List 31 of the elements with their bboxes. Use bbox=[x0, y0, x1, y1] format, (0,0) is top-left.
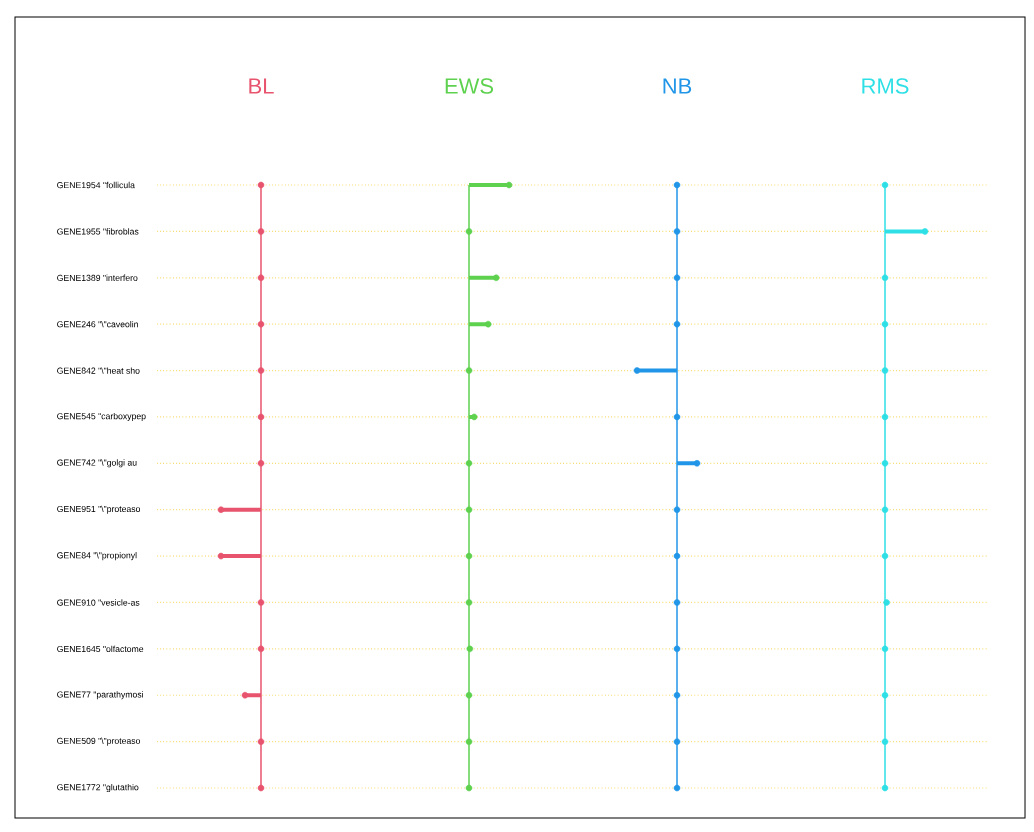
chart-title: BL bbox=[249, 78, 274, 94]
point bbox=[465, 552, 473, 560]
y-tick-label: GENE509 "\"proteaso bbox=[57, 737, 141, 746]
point bbox=[492, 274, 500, 282]
point bbox=[465, 784, 473, 792]
point bbox=[484, 320, 492, 328]
point bbox=[465, 228, 473, 235]
point bbox=[465, 367, 473, 374]
point bbox=[465, 599, 473, 606]
y-tick-label: GENE1645 "olfactome bbox=[57, 645, 144, 653]
y-tick-label: GENE1955 "fibroblas bbox=[57, 228, 139, 235]
y-tick-label: GENE77 "parathymosi bbox=[57, 691, 143, 700]
point bbox=[465, 691, 473, 699]
y-tick-label: GENE951 "\"proteaso bbox=[57, 505, 141, 514]
y-tick-label: GENE1389 "interfero bbox=[57, 274, 138, 281]
point bbox=[465, 460, 473, 467]
y-tick-label: GENE1954 "follicula bbox=[57, 181, 135, 189]
point bbox=[465, 738, 473, 745]
point bbox=[466, 645, 474, 653]
chart-title: NB bbox=[663, 78, 692, 94]
y-tick-label: GENE84 "\"propionyl bbox=[57, 552, 137, 561]
point bbox=[505, 181, 513, 189]
y-tick-label: GENE910 "vesicle-as bbox=[57, 599, 140, 606]
point bbox=[465, 506, 473, 513]
y-tick-label: GENE246 "\"caveolin bbox=[57, 320, 138, 328]
y-tick-label: GENE742 "\"golgi au bbox=[57, 459, 137, 468]
chart-title: RMS bbox=[862, 78, 909, 94]
chart-title: EWS bbox=[445, 78, 494, 94]
y-tick-label: GENE1772 "glutathio bbox=[57, 783, 139, 793]
y-tick-label: GENE842 "\"heat sho bbox=[57, 367, 140, 374]
y-tick-label: GENE545 "carboxypep bbox=[57, 412, 146, 421]
